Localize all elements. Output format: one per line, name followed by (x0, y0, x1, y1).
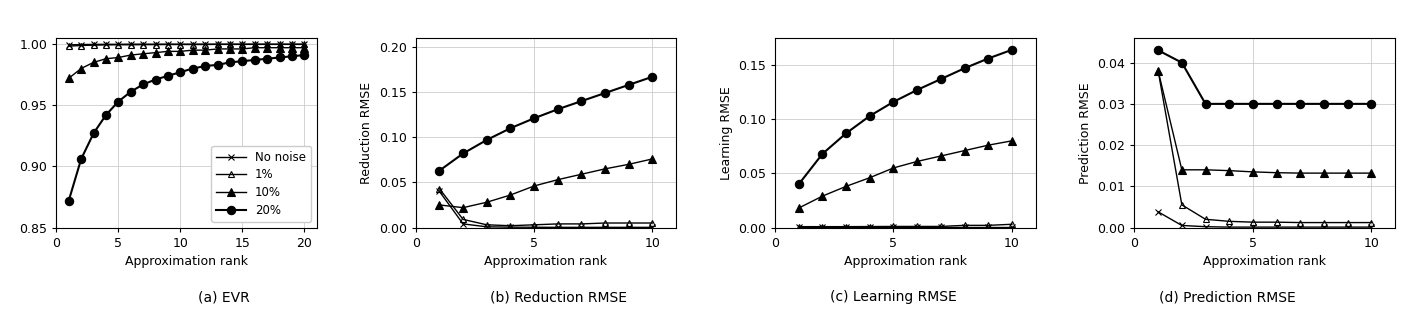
Text: (b) Reduction RMSE: (b) Reduction RMSE (490, 290, 627, 304)
X-axis label: Approximation rank: Approximation rank (125, 255, 248, 268)
Legend: No noise, 1%, 10%, 20%: No noise, 1%, 10%, 20% (211, 146, 311, 222)
X-axis label: Approximation rank: Approximation rank (1203, 255, 1326, 268)
Text: (a) EVR: (a) EVR (197, 290, 249, 304)
Y-axis label: Prediction RMSE: Prediction RMSE (1079, 82, 1092, 184)
Text: (c) Learning RMSE: (c) Learning RMSE (830, 290, 957, 304)
Y-axis label: Reduction RMSE: Reduction RMSE (361, 82, 373, 184)
X-axis label: Approximation rank: Approximation rank (485, 255, 607, 268)
Text: (d) Prediction RMSE: (d) Prediction RMSE (1160, 290, 1296, 304)
Y-axis label: Learning RMSE: Learning RMSE (720, 86, 733, 179)
X-axis label: Approximation rank: Approximation rank (844, 255, 967, 268)
